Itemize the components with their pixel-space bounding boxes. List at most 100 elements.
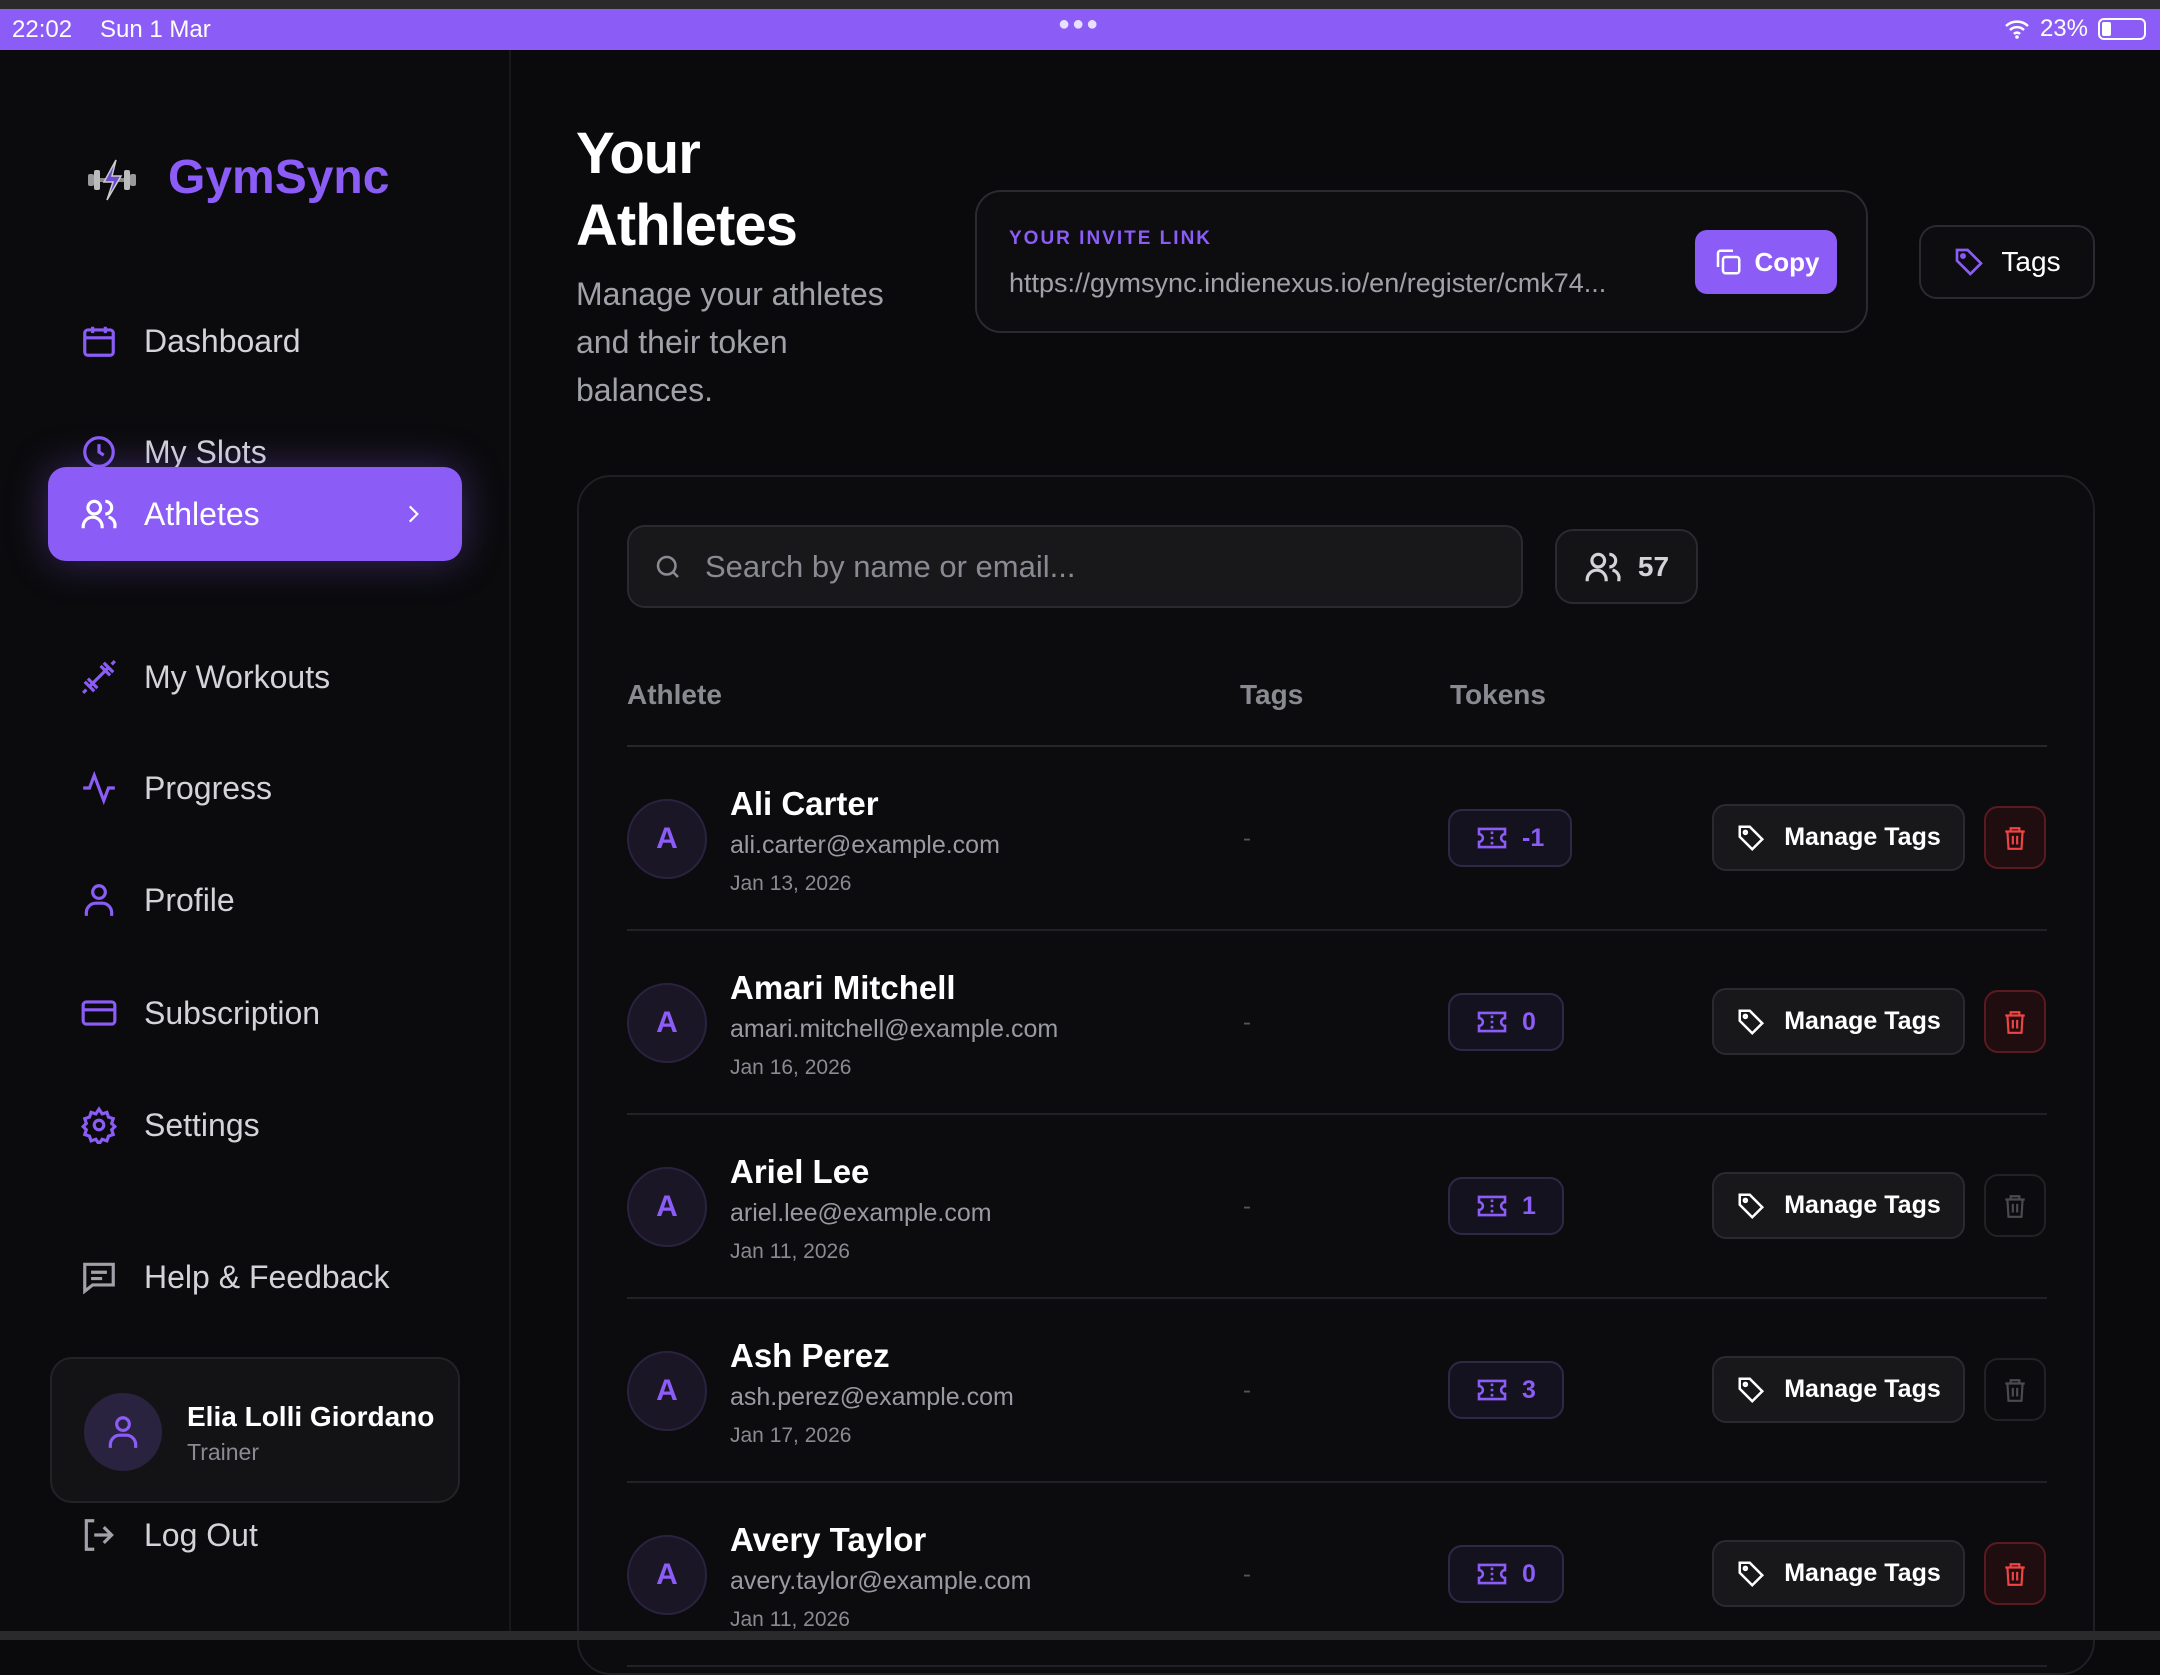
user-role: Trainer <box>187 1439 259 1465</box>
ticket-icon <box>1477 1195 1507 1217</box>
delete-athlete-button[interactable] <box>1984 1542 2046 1605</box>
header-divider <box>627 745 2047 747</box>
avatar: A <box>627 1535 707 1615</box>
trash-icon <box>2005 1010 2025 1034</box>
status-time: 22:02 <box>12 16 73 43</box>
sidebar-item-label: My Workouts <box>144 658 331 695</box>
athlete-date: Jan 11, 2026 <box>730 1608 850 1631</box>
users-icon <box>1585 552 1621 581</box>
search-input[interactable] <box>705 548 1485 585</box>
multitask-dots[interactable]: ●●● <box>1058 13 1101 35</box>
athlete-name[interactable]: Avery Taylor <box>730 1521 927 1558</box>
token-value: 3 <box>1522 1375 1536 1404</box>
token-balance-badge[interactable]: 0 <box>1448 1545 1564 1603</box>
sidebar-item-my-slots[interactable]: My Slots <box>48 405 462 499</box>
manage-tags-button[interactable]: Manage Tags <box>1712 1540 1965 1607</box>
sidebar-item-athletes[interactable]: Athletes <box>48 467 462 561</box>
sidebar-item-label: Settings <box>144 1106 260 1143</box>
status-date: Sun 1 Mar <box>100 16 211 43</box>
sidebar-item-subscription[interactable]: Subscription <box>48 966 462 1060</box>
table-row[interactable]: A Ali Carter ali.carter@example.com Jan … <box>627 747 2047 931</box>
activity-icon <box>83 770 115 806</box>
avatar <box>84 1393 162 1471</box>
tag-icon <box>1956 248 1984 276</box>
user-name: Elia Lolli Giordano <box>187 1401 435 1432</box>
sidebar-item-my-workouts[interactable]: My Workouts <box>48 630 462 724</box>
chevron-right-icon <box>408 505 419 523</box>
logout-button[interactable]: Log Out <box>48 1488 462 1582</box>
users-icon <box>81 499 117 529</box>
gear-icon <box>80 1106 118 1144</box>
delete-athlete-button[interactable] <box>1984 1358 2046 1421</box>
token-value: 0 <box>1522 1559 1536 1588</box>
count-value: 57 <box>1637 550 1670 582</box>
manage-tags-button[interactable]: Manage Tags <box>1712 804 1965 871</box>
column-header-tags[interactable]: Tags <box>1240 679 1304 710</box>
token-balance-badge[interactable]: 1 <box>1448 1177 1564 1235</box>
tag-icon <box>1738 1193 1765 1219</box>
battery-percent: 23% <box>2039 15 2088 42</box>
sidebar: GymSync Dashboard My Slots Athletes My W… <box>0 50 511 1640</box>
sidebar-item-settings[interactable]: Settings <box>48 1078 462 1172</box>
athlete-date: Jan 17, 2026 <box>730 1424 852 1447</box>
manage-tags-button[interactable]: Manage Tags <box>1712 1356 1965 1423</box>
manage-tags-button[interactable]: Manage Tags <box>1712 988 1965 1055</box>
athletes-panel: 57 Athlete Tags Tokens A Ali Carter ali.… <box>577 475 2095 1675</box>
avatar: A <box>627 1167 707 1247</box>
calendar-icon <box>83 326 115 357</box>
status-bar: 22:02 Sun 1 Mar ●●● 23% <box>0 9 2160 50</box>
sidebar-item-help-feedback[interactable]: Help & Feedback <box>48 1230 462 1324</box>
athlete-name[interactable]: Amari Mitchell <box>730 969 956 1006</box>
search-icon <box>656 555 679 578</box>
sidebar-item-profile[interactable]: Profile <box>48 853 462 947</box>
token-value: 0 <box>1522 1007 1536 1036</box>
user-icon <box>108 1416 138 1448</box>
app-name: GymSync <box>168 151 390 204</box>
sidebar-item-label: Profile <box>144 881 235 918</box>
athlete-name[interactable]: Ariel Lee <box>730 1153 870 1190</box>
battery-icon <box>2098 18 2146 40</box>
tags-button[interactable]: Tags <box>1919 225 2095 299</box>
athlete-tags: - <box>1243 1193 1251 1220</box>
user-card[interactable]: Elia Lolli Giordano Trainer <box>50 1357 460 1503</box>
athlete-email: avery.taylor@example.com <box>730 1567 1032 1595</box>
athlete-tags: - <box>1243 825 1251 852</box>
athlete-tags: - <box>1243 1009 1251 1036</box>
invite-url[interactable]: https://gymsync.indienexus.io/en/registe… <box>1009 268 1607 298</box>
sidebar-item-dashboard[interactable]: Dashboard <box>48 294 462 388</box>
delete-athlete-button[interactable] <box>1984 1174 2046 1237</box>
column-header-tokens[interactable]: Tokens <box>1450 679 1546 710</box>
token-balance-badge[interactable]: 0 <box>1448 993 1564 1051</box>
tag-icon <box>1738 825 1765 851</box>
athlete-tags: - <box>1243 1377 1251 1404</box>
table-row[interactable]: A Ariel Lee ariel.lee@example.com Jan 11… <box>627 1115 2047 1299</box>
delete-athlete-button[interactable] <box>1984 806 2046 869</box>
token-value: 1 <box>1522 1191 1536 1220</box>
table-row[interactable]: A Amari Mitchell amari.mitchell@example.… <box>627 931 2047 1115</box>
copy-button[interactable]: Copy <box>1695 230 1837 294</box>
trash-icon <box>2005 826 2025 850</box>
manage-tags-button[interactable]: Manage Tags <box>1712 1172 1965 1239</box>
bottom-edge <box>0 1631 2160 1640</box>
column-header-athlete[interactable]: Athlete <box>627 679 722 710</box>
athlete-name[interactable]: Ali Carter <box>730 785 879 822</box>
token-balance-badge[interactable]: 3 <box>1448 1361 1564 1419</box>
trash-icon <box>2005 1378 2025 1402</box>
athlete-tags: - <box>1243 1561 1251 1588</box>
sidebar-item-label: Help & Feedback <box>144 1258 390 1295</box>
table-row[interactable]: A Avery Taylor avery.taylor@example.com … <box>627 1483 2047 1667</box>
credit-card-icon <box>81 1000 117 1026</box>
logout-label: Log Out <box>144 1516 258 1553</box>
athlete-date: Jan 11, 2026 <box>730 1240 850 1263</box>
search-box[interactable] <box>627 525 1523 608</box>
copy-icon <box>1716 249 1740 275</box>
token-balance-badge[interactable]: -1 <box>1448 809 1573 867</box>
sidebar-item-progress[interactable]: Progress <box>48 741 462 835</box>
ticket-icon <box>1477 1379 1507 1401</box>
page-title: Your Athletes <box>576 118 798 262</box>
delete-athlete-button[interactable] <box>1984 990 2046 1053</box>
table-row[interactable]: A Ash Perez ash.perez@example.com Jan 17… <box>627 1299 2047 1483</box>
manage-tags-label: Manage Tags <box>1784 1375 1941 1403</box>
ticket-icon <box>1477 827 1507 849</box>
athlete-name[interactable]: Ash Perez <box>730 1337 890 1374</box>
